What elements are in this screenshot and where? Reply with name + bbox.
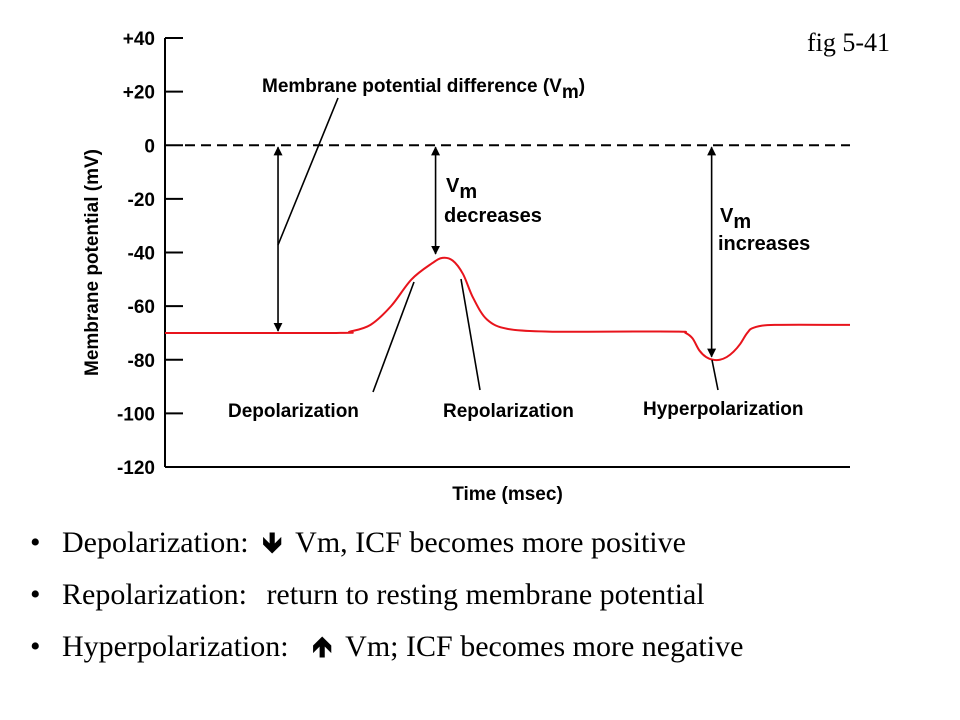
y-tick-label: -80 xyxy=(128,351,155,372)
y-tick-label: -60 xyxy=(128,297,155,318)
note-depolarization: • Depolarization: 🡻 Vm, ICF becomes more… xyxy=(30,520,930,572)
vm-increases-text: increases xyxy=(718,233,810,255)
membrane-potential-trace xyxy=(164,256,851,362)
hyperpolarization-label: Hyperpolarization xyxy=(643,399,803,420)
y-tick-label: 0 xyxy=(144,136,155,157)
depolarization-pointer xyxy=(372,281,415,393)
membrane-potential-chart: +40 +20 0 -20 -40 -60 -80 -100 -120 Time (msec) Me… xyxy=(82,29,851,505)
notes-list: • Depolarization: 🡻 Vm, ICF becomes more… xyxy=(30,520,930,676)
bullet-icon: • xyxy=(30,578,41,611)
y-tick-label: +40 xyxy=(123,29,155,50)
note-label: Depolarization: xyxy=(62,526,249,559)
y-tick-label: -20 xyxy=(128,190,155,211)
vm-decreases-text: decreases xyxy=(444,205,542,227)
y-axis-label: Membrane potential (mV) xyxy=(82,149,103,376)
note-hyperpolarization: • Hyperpolarization: 🡹 Vm; ICF becomes m… xyxy=(30,624,930,676)
depolarization-label: Depolarization xyxy=(228,401,359,422)
y-tick-label: +20 xyxy=(123,83,155,104)
x-axis-label: Time (msec) xyxy=(452,484,563,505)
hyperpolarization-pointer xyxy=(711,359,719,391)
repolarization-label: Repolarization xyxy=(443,401,574,422)
note-text: Vm, ICF becomes more positive xyxy=(295,526,686,559)
note-text: return to resting membrane potential xyxy=(266,578,705,611)
repolarization-pointer xyxy=(460,278,481,391)
down-arrow-icon: 🡻 xyxy=(262,526,283,559)
vm-decreases-label: Vm xyxy=(446,175,477,203)
bullet-icon: • xyxy=(30,526,41,559)
note-label: Repolarization: xyxy=(62,578,247,611)
vm-label-pointer xyxy=(277,97,339,246)
y-tick-label: -120 xyxy=(117,458,155,479)
note-text: Vm; ICF becomes more negative xyxy=(345,630,744,663)
bullet-icon: • xyxy=(30,630,41,663)
figure-label: fig 5-41 xyxy=(806,28,890,57)
note-repolarization: • Repolarization: return to resting memb… xyxy=(30,572,930,624)
note-label: Hyperpolarization: xyxy=(62,630,289,663)
membrane-potential-difference-label: Membrane potential difference (Vm) xyxy=(262,76,585,103)
up-arrow-icon: 🡹 xyxy=(312,630,333,663)
y-tick-label: -40 xyxy=(128,244,155,265)
vm-increases-label: Vm xyxy=(720,205,751,233)
y-tick-label: -100 xyxy=(117,404,155,425)
